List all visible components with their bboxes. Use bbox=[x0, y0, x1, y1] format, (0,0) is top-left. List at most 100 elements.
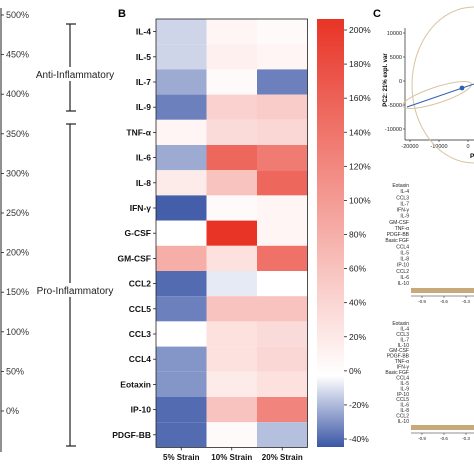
pca-y-tick-label: -10000 bbox=[385, 127, 402, 133]
pc2-axis-label: PC2: 21% expl. var bbox=[383, 53, 389, 107]
heatmap-row-label: TNF-α bbox=[126, 127, 151, 137]
heatmap-cell bbox=[257, 397, 308, 423]
loading-variable-label: GM-CSF bbox=[389, 348, 409, 354]
loading-variable-label: GM-CSF bbox=[389, 220, 409, 226]
left-axis-tick-label: 250% bbox=[6, 208, 29, 218]
loading-variable-label: Eotaxin bbox=[392, 183, 409, 189]
loading-variable-label: IL-7 bbox=[400, 337, 409, 343]
colorbar-tick-label: 40% bbox=[349, 298, 366, 308]
pca-y-tick-label: 10000 bbox=[387, 31, 402, 37]
pca-x-tick-label: 0 bbox=[466, 144, 469, 150]
loading-variable-label: IL-4 bbox=[400, 189, 409, 195]
loading-axis-ticks-2: -0.9 -0.6 -0.3 bbox=[418, 433, 470, 441]
loading-variable-label: IL-6 bbox=[400, 403, 409, 409]
pca-point bbox=[459, 85, 465, 91]
colorbar-tick-label: -40% bbox=[349, 434, 369, 444]
loading-variable-label: CCL5 bbox=[396, 397, 409, 403]
left-axis-tick-label: 200% bbox=[6, 248, 29, 258]
loading-variable-label: IL-6 bbox=[400, 275, 409, 281]
heatmap-row-label: CCL3 bbox=[129, 329, 151, 339]
loading-variable-label: IFN-γ bbox=[397, 208, 410, 214]
heatmap-cell bbox=[206, 422, 257, 448]
heatmap-row-label: IL-6 bbox=[136, 153, 151, 163]
loading-variable-label: IL-5 bbox=[400, 250, 409, 256]
heatmap-cell bbox=[257, 170, 308, 196]
pca-y-tick-label: -5000 bbox=[388, 103, 402, 109]
heatmap-cell bbox=[257, 271, 308, 297]
heatmap-cell bbox=[206, 397, 257, 423]
heatmap-row-label: IL-9 bbox=[136, 102, 151, 112]
colorbar-ticks: 200% 180% 160% 140% 120% 100% 80% 60% 40% 20% 0% -2… bbox=[344, 25, 371, 444]
heatmap-cell bbox=[206, 220, 257, 246]
loading-list-1: EotaxinIL-4CCL3IL-7IFN-γIL-9GM-CSFTNF-αP… bbox=[385, 183, 409, 287]
heatmap-column-label: 5% Strain bbox=[163, 453, 200, 462]
heatmap-cells bbox=[155, 18, 308, 448]
pca-y-ticks: 10000 5000 0 -5000 -10000 bbox=[385, 31, 405, 133]
loading-variable-label: Basic FGF bbox=[385, 238, 409, 244]
loading-variable-label: IP-10 bbox=[397, 263, 409, 269]
heatmap-cell bbox=[156, 195, 207, 221]
heatmap-cell bbox=[257, 422, 308, 448]
heatmap-cell bbox=[206, 94, 257, 120]
loading-variable-label: CCL2 bbox=[396, 414, 409, 420]
left-axis-tick-label: 0% bbox=[6, 406, 19, 416]
colorbar-tick-label: -20% bbox=[349, 400, 369, 410]
loading-variable-label: IL-10 bbox=[398, 419, 410, 425]
left-axis-tick-label: 500% bbox=[6, 10, 29, 20]
panel-c: C PC2: 21% expl. var 10000 5000 0 -5000 -100… bbox=[373, 6, 474, 441]
loading-variable-label: CCL4 bbox=[396, 375, 409, 381]
loading-variable-label: IL-4 bbox=[400, 326, 409, 332]
pca-x-tick-label: -10000 bbox=[430, 144, 447, 150]
heatmap-cell bbox=[206, 19, 257, 45]
left-axis-tick-label: 300% bbox=[6, 168, 29, 178]
heatmap-row-label: IL-8 bbox=[136, 178, 151, 188]
heatmap-cell bbox=[257, 145, 308, 171]
panel-b-letter: B bbox=[118, 8, 126, 20]
panel-b: B IL-4 IL-5 IL-7 IL-9 TNF-α IL-6 IL-8 IFN-γ G-CS… bbox=[112, 8, 371, 462]
heatmap-cell bbox=[257, 296, 308, 322]
loading-axis-ticks-1: -0.9 -0.6 -0.3 bbox=[418, 296, 470, 304]
heatmap-cell bbox=[206, 170, 257, 196]
heatmap-row-label: IFN-γ bbox=[130, 203, 152, 213]
colorbar-tick-label: 80% bbox=[349, 230, 366, 240]
heatmap-row-label: IL-5 bbox=[136, 52, 151, 62]
heatmap-row-label: PDGF-BB bbox=[112, 430, 151, 440]
loading-axis-tick-label: -0.9 bbox=[418, 436, 426, 441]
loading-variable-label: IL-7 bbox=[400, 201, 409, 207]
heatmap-cell bbox=[257, 19, 308, 45]
pca-y-tick-label: 0 bbox=[399, 79, 402, 85]
heatmap-cell bbox=[257, 321, 308, 347]
heatmap-cell bbox=[206, 44, 257, 70]
loading-axis-tick-label: -0.6 bbox=[440, 436, 448, 441]
heatmap-column-label: 10% Strain bbox=[211, 453, 252, 462]
heatmap-cell bbox=[257, 69, 308, 95]
heatmap-row-labels: IL-4 IL-5 IL-7 IL-9 TNF-α IL-6 IL-8 IFN-γ G-CSF G… bbox=[112, 27, 156, 440]
left-axis-tick-label: 100% bbox=[6, 327, 29, 337]
loading-variable-label: IL-9 bbox=[400, 214, 409, 220]
loading-variable-label: TNF-α bbox=[395, 359, 409, 365]
heatmap-row-label: CCL5 bbox=[129, 304, 151, 314]
pca-ellipse-small bbox=[402, 81, 472, 109]
loading-variable-label: PDGF-BB bbox=[387, 232, 410, 238]
pro-inflammatory-label: Pro-Inflammatory bbox=[37, 286, 114, 297]
heatmap-cell bbox=[257, 371, 308, 397]
heatmap-cell bbox=[156, 346, 207, 372]
pca-x-ticks: -20000 -10000 0 bbox=[401, 140, 470, 150]
heatmap-cell bbox=[156, 245, 207, 271]
heatmap-cell bbox=[156, 321, 207, 347]
heatmap-cell bbox=[156, 371, 207, 397]
heatmap-cell bbox=[206, 145, 257, 171]
heatmap-cell bbox=[156, 145, 207, 171]
colorbar-tick-label: 160% bbox=[349, 93, 371, 103]
loading-variable-label: CCL3 bbox=[396, 332, 409, 338]
colorbar-tick-label: 120% bbox=[349, 161, 371, 171]
heatmap-row-label: IL-4 bbox=[136, 27, 151, 37]
heatmap-cell bbox=[156, 170, 207, 196]
left-axis-tick-label: 400% bbox=[6, 89, 29, 99]
loading-variable-label: IL-9 bbox=[400, 386, 409, 392]
heatmap-cell bbox=[257, 195, 308, 221]
colorbar bbox=[317, 19, 344, 447]
colorbar-tick-label: 60% bbox=[349, 264, 366, 274]
left-axis-tick-label: 150% bbox=[6, 287, 29, 297]
